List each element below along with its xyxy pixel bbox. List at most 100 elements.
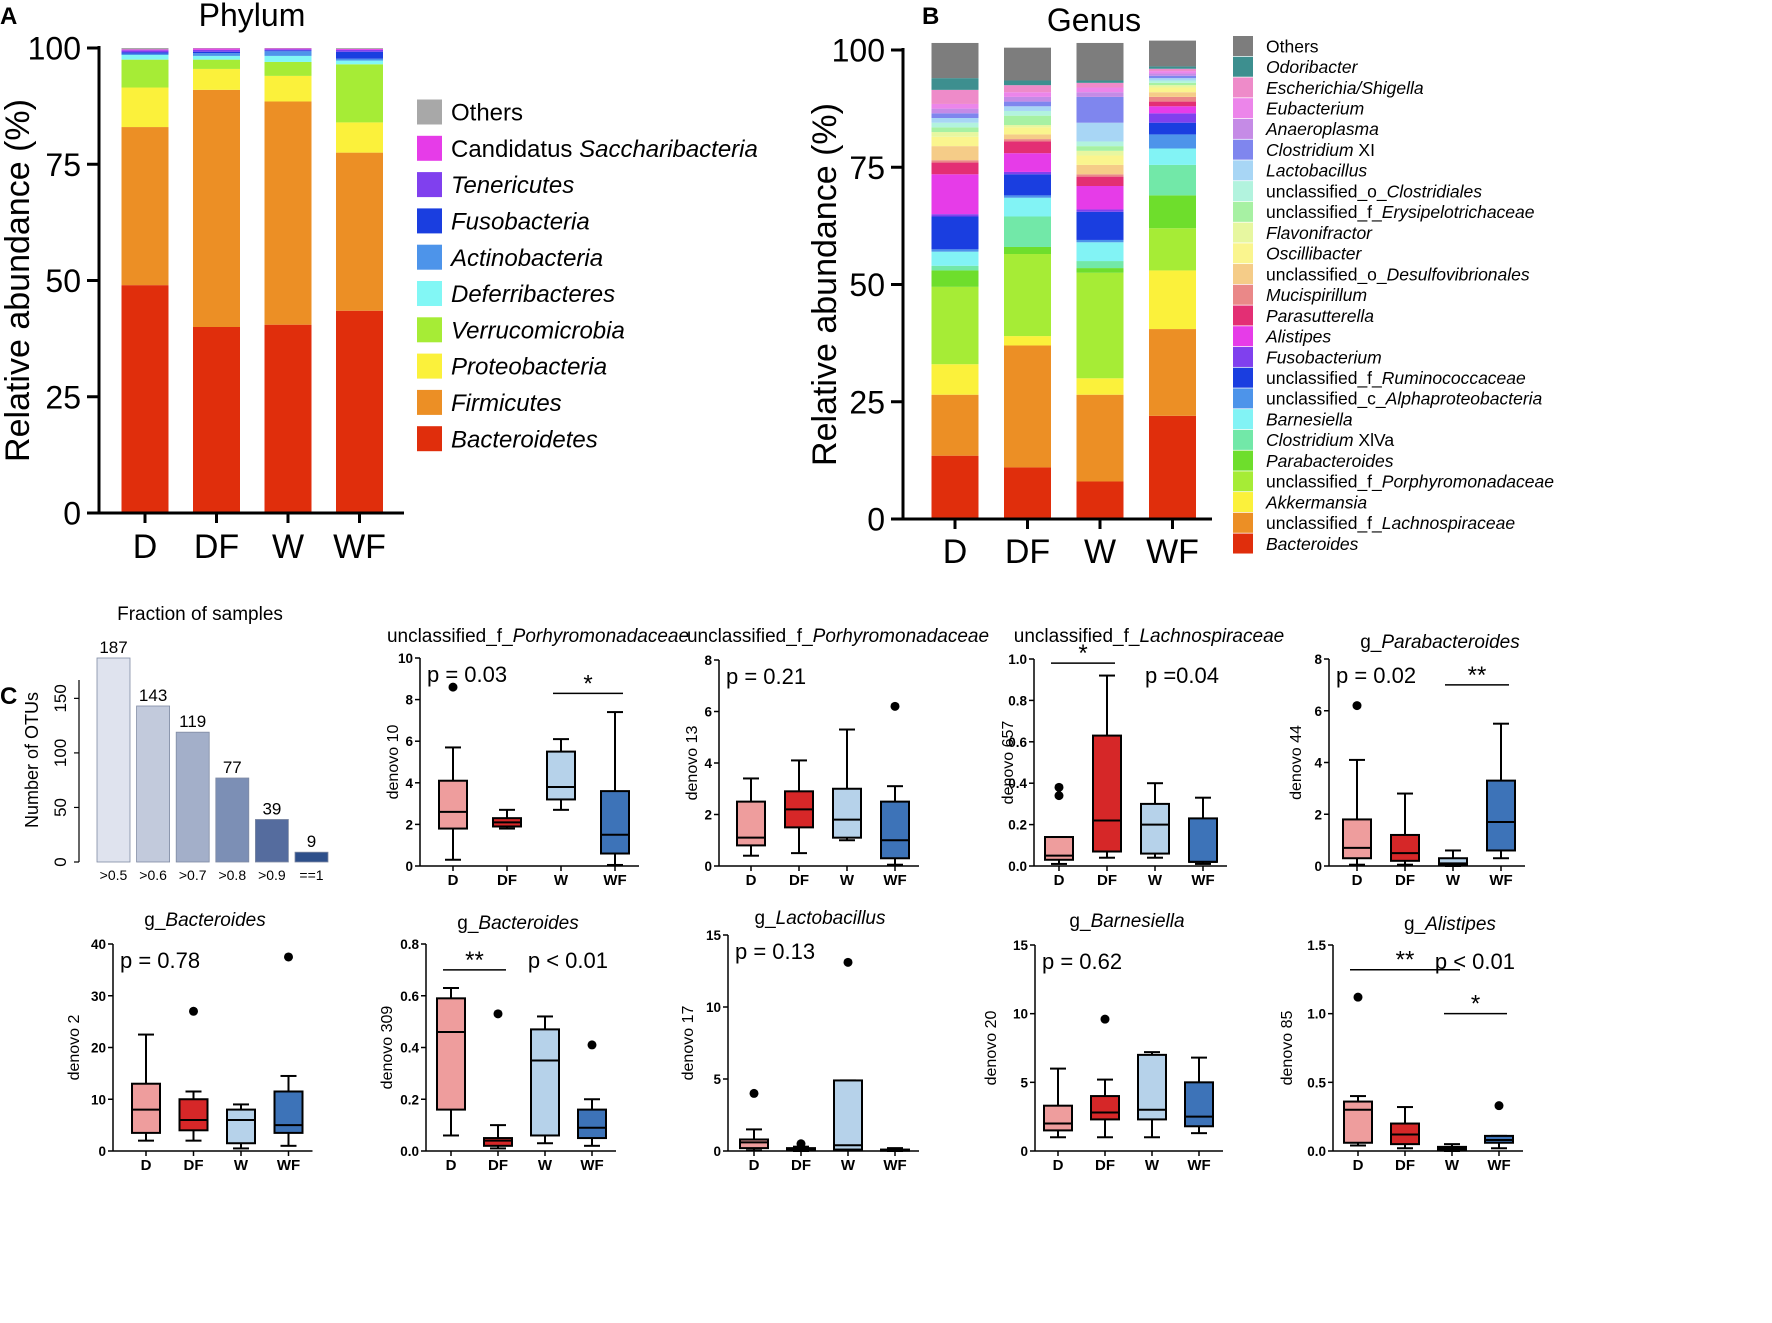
bp3-y-tick-label-1: 0.2	[1008, 818, 1027, 833]
genus-legend-label-10: Alistipes	[1265, 327, 1331, 347]
bp2-box-D	[736, 800, 766, 847]
genus-legend-swatch-18	[1233, 160, 1253, 181]
phylum-bar-WF-6	[336, 51, 383, 59]
bp2-box-W	[832, 787, 862, 839]
phylum-legend-swatch-2	[417, 353, 442, 379]
genus-bar-WF-22	[1149, 68, 1196, 72]
phylum-bar-D-3	[121, 59, 169, 88]
bp7-y-axis-label: denovo 17	[680, 1006, 697, 1081]
genus-legend-swatch-17	[1233, 181, 1253, 202]
genus-bar-WF-1	[1149, 329, 1196, 416]
bp2-x-tick-label-D: D	[746, 872, 757, 889]
genus-bar-D-3	[931, 286, 979, 365]
fraction-bar-label-2: 119	[179, 712, 206, 731]
bp8-x-tick-label-DF: DF	[1095, 1157, 1115, 1174]
genus-bar-WF-18	[1149, 78, 1196, 81]
genus-y-tick-label-75: 75	[849, 150, 885, 186]
phylum-bar-D-2	[121, 87, 169, 128]
genus-bar-WF-12	[1149, 96, 1196, 102]
genus-legend-swatch-16	[1233, 201, 1253, 222]
bp8-box-W	[1137, 1053, 1167, 1121]
bp3-outlier-D-1	[1054, 782, 1064, 792]
genus-legend-swatch-8	[1233, 367, 1253, 388]
bp2-y-axis-label: denovo 13	[684, 726, 701, 801]
bp8-y-axis-label: denovo 20	[983, 1011, 1000, 1086]
bp1-y-tick-label-0: 0	[405, 859, 413, 874]
genus-bar-D-22	[931, 89, 979, 104]
bp8-x-tick-label-W: W	[1145, 1157, 1160, 1174]
phylum-bar-DF-5	[193, 53, 240, 56]
bp1-y-tick-label-2: 4	[405, 776, 413, 791]
bp9-y-tick-label-0: 0.0	[1307, 1144, 1326, 1159]
phylum-legend-label-2: Proteobacteria	[451, 354, 607, 381]
bp4-box-D	[1342, 818, 1372, 860]
genus-bar-W-13	[1076, 164, 1124, 175]
genus-legend-swatch-1	[1233, 512, 1253, 533]
genus-legend-label-20: Anaeroplasma	[1265, 119, 1379, 139]
genus-bar-W-5	[1076, 261, 1124, 269]
bp2-y-tick-label-3: 6	[704, 705, 712, 720]
genus-legend-swatch-23	[1233, 56, 1253, 77]
bp6-y-axis-label: denovo 309	[379, 1006, 396, 1090]
bp9-x-tick-label-D: D	[1353, 1157, 1364, 1174]
phylum-legend-swatch-7	[417, 172, 442, 198]
genus-legend-label-8-prefix: unclassified_f_	[1266, 368, 1382, 389]
phylum-bar-W-7	[264, 49, 312, 51]
genus-legend-label-19-italic: Clostridium	[1266, 140, 1354, 160]
bp1-y-tick-label-4: 8	[405, 693, 413, 708]
fraction-title: Fraction of samples	[117, 604, 283, 625]
bp9-title-italic: Alistipes	[1424, 914, 1496, 935]
phylum-bar-D-5	[121, 53, 169, 55]
genus-bar-W-8	[1076, 211, 1124, 240]
genus-bar-D-14	[931, 136, 979, 147]
phylum-bar-D-7	[121, 50, 169, 53]
bp2-title-italic: Porhyromonadaceae	[813, 626, 989, 647]
genus-bar-W-18	[1076, 122, 1124, 142]
genus-bar-DF-10	[1004, 153, 1051, 172]
bp8-p-value: p = 0.62	[1042, 949, 1122, 974]
phylum-bar-W-5	[264, 51, 312, 56]
genus-legend-label-8-italic: Ruminococcaceae	[1382, 368, 1526, 388]
genus-title: Genus	[1047, 2, 1141, 38]
bp7-y-tick-label-0: 0	[713, 1144, 721, 1159]
genus-legend-label-6: Barnesiella	[1266, 409, 1353, 429]
genus-bar-W-24	[1076, 42, 1124, 81]
bp8-title-italic: Barnesiella	[1091, 911, 1185, 932]
bp2-y-tick-label-2: 4	[704, 756, 712, 771]
bp2-p-value: p = 0.21	[726, 664, 806, 689]
bp5-title: g_Bacteroides	[144, 910, 266, 931]
genus-bar-WF-16	[1149, 82, 1196, 86]
bp7-p-value: p = 0.13	[735, 939, 815, 964]
bp5-x-tick-label-WF: WF	[277, 1157, 300, 1174]
phylum-bar-WF-2	[336, 122, 383, 153]
genus-bar-D-6	[931, 251, 979, 266]
phylum-legend-swatch-3	[417, 317, 442, 343]
genus-bar-D-12	[931, 160, 979, 163]
fraction-x-tick-label-4: >0.9	[258, 867, 286, 883]
bp9-sig-label-0: **	[1396, 947, 1415, 974]
phylum-bar-W-0	[264, 324, 312, 513]
genus-bar-WF-19	[1149, 75, 1196, 79]
bp8-y-tick-label-2: 10	[1013, 1007, 1028, 1022]
genus-bar-D-19	[931, 113, 979, 119]
genus-bar-W-17	[1076, 141, 1124, 147]
phylum-y-tick-label-50: 50	[45, 263, 81, 299]
bp4-title-prefix: g_	[1360, 632, 1382, 653]
genus-legend-label-4: Parabacteroides	[1266, 451, 1394, 471]
bp1-y-tick-label-1: 2	[405, 817, 413, 832]
phylum-bar-WF-9	[336, 48, 383, 49]
bp9-x-tick-label-WF: WF	[1487, 1157, 1510, 1174]
genus-legend-label-17-prefix: unclassified_o_	[1266, 181, 1387, 202]
genus-bar-W-4	[1076, 268, 1124, 273]
fraction-y-tick-label-100: 100	[51, 739, 70, 767]
bp4-p-value: p = 0.02	[1336, 663, 1416, 688]
genus-legend-label-7-prefix: unclassified_c_	[1266, 389, 1386, 410]
bp6-x-tick-label-D: D	[446, 1157, 457, 1174]
bp3-x-tick-label-W: W	[1148, 872, 1163, 889]
genus-legend-swatch-21	[1233, 98, 1253, 119]
bp7-y-tick-label-3: 15	[706, 928, 722, 943]
genus-legend-label-9: Fusobacterium	[1266, 347, 1382, 367]
bp3-title: unclassified_f_Lachnospiraceae	[1014, 626, 1284, 647]
genus-bar-W-10	[1076, 186, 1124, 210]
bp7-x-tick-label-DF: DF	[791, 1157, 811, 1174]
